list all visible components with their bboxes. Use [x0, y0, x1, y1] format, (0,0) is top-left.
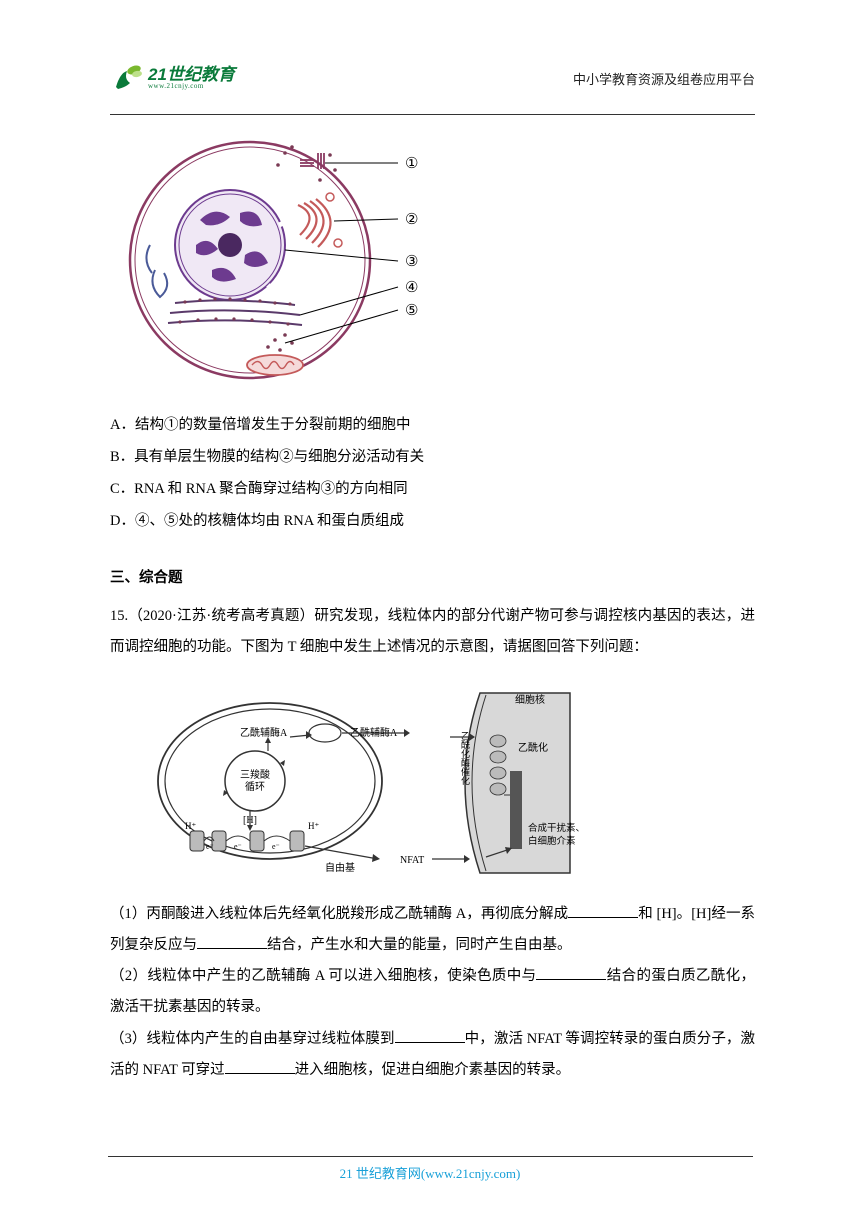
option-a: A．结构①的数量倍增发生于分裂前期的细胞中: [110, 410, 755, 442]
svg-text:乙酰化酶催化: 乙酰化酶催化: [460, 731, 470, 786]
svg-text:④: ④: [405, 280, 418, 296]
blank-2: [197, 935, 267, 950]
logo-url: www.21cnjy.com: [148, 83, 235, 90]
footer-prefix: 21 世纪教育网: [340, 1166, 421, 1181]
q15-p1a: （1）丙酮酸进入线粒体后先经氧化脱羧形成乙酰辅酶 A，再彻底分解成: [110, 906, 568, 922]
svg-text:①: ①: [405, 156, 418, 172]
blank-1: [568, 903, 638, 918]
svg-text:⑤: ⑤: [405, 303, 418, 319]
blank-3: [536, 966, 606, 981]
svg-text:细胞核: 细胞核: [515, 693, 545, 706]
cell-diagram: ① ② ③ ④ ⑤: [120, 125, 420, 390]
page-header: 21世纪教育 www.21cnjy.com 中小学教育资源及组卷应用平台: [110, 60, 755, 96]
svg-text:e⁻: e⁻: [234, 842, 242, 851]
q15-p3a: （3）线粒体内产生的自由基穿过线粒体膜到: [110, 1031, 395, 1047]
svg-text:乙酰辅酶A: 乙酰辅酶A: [240, 726, 288, 739]
q15-parts: （1）丙酮酸进入线粒体后先经氧化脱羧形成乙酰辅酶 A，再彻底分解成和 [H]。[…: [110, 899, 755, 1086]
svg-text:自由基: 自由基: [325, 861, 355, 874]
footer-text: 21 世纪教育网(www.21cnjy.com): [0, 1163, 860, 1182]
svg-text:乙酰化: 乙酰化: [518, 741, 548, 754]
q15-p2a: （2）线粒体中产生的乙酰辅酶 A 可以进入细胞核，使染色质中与: [110, 968, 536, 984]
header-divider: [110, 114, 755, 115]
logo-icon: [110, 61, 144, 95]
blank-5: [225, 1059, 295, 1074]
page-footer: 21 世纪教育网(www.21cnjy.com): [0, 1156, 860, 1182]
footer-divider: [108, 1156, 753, 1157]
option-d: D．④、⑤处的核糖体均由 RNA 和蛋白质组成: [110, 506, 755, 538]
svg-text:e⁻: e⁻: [206, 842, 214, 851]
svg-text:白细胞介素: 白细胞介素: [528, 835, 576, 847]
svg-text:循环: 循环: [245, 780, 265, 793]
header-right-text: 中小学教育资源及组卷应用平台: [573, 69, 755, 88]
blank-4: [395, 1028, 465, 1043]
logo: 21世纪教育 www.21cnjy.com: [110, 61, 235, 95]
mitochondrion-diagram: 三羧酸 循环 乙酰辅酶A 乙酰辅酶A [H] H⁺: [150, 681, 580, 881]
option-b: B．具有单层生物膜的结构②与细胞分泌活动有关: [110, 442, 755, 474]
svg-text:NFAT: NFAT: [400, 855, 424, 866]
footer-url: (www.21cnjy.com): [421, 1166, 520, 1181]
option-c: C．RNA 和 RNA 聚合酶穿过结构③的方向相同: [110, 474, 755, 506]
logo-text: 21世纪教育: [148, 66, 235, 83]
svg-text:H⁺: H⁺: [308, 821, 319, 831]
q15-p3c: 进入细胞核，促进白细胞介素基因的转录。: [295, 1062, 571, 1078]
q15-intro: 15.（2020·江苏·统考高考真题）研究发现，线粒体内的部分代谢产物可参与调控…: [110, 601, 755, 663]
svg-text:H⁺: H⁺: [185, 821, 196, 831]
svg-text:②: ②: [405, 212, 418, 228]
q15-p1b: 和: [638, 906, 653, 922]
section-title: 三、综合题: [110, 566, 755, 587]
svg-text:合成干扰素、: 合成干扰素、: [528, 822, 580, 834]
q15-p1d: 结合，产生水和大量的能量，同时产生自由基。: [267, 937, 572, 953]
svg-text:③: ③: [405, 254, 418, 270]
svg-text:三羧酸: 三羧酸: [240, 768, 270, 781]
svg-text:e⁻: e⁻: [272, 842, 280, 851]
options-block: A．结构①的数量倍增发生于分裂前期的细胞中 B．具有单层生物膜的结构②与细胞分泌…: [110, 410, 755, 538]
